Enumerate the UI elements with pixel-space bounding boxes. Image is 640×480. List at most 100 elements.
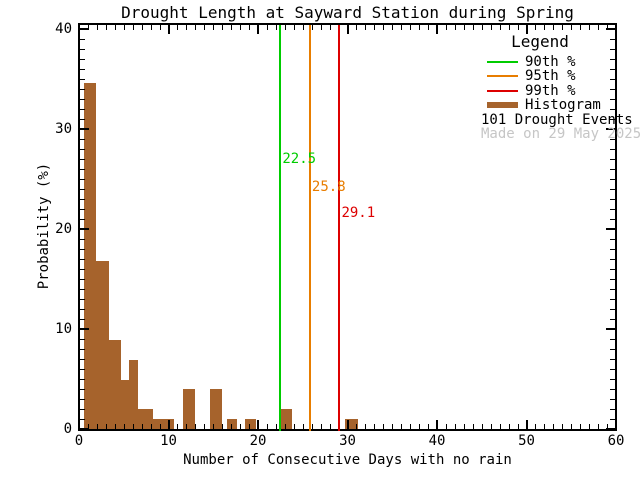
x-minor-tick-top <box>285 25 286 30</box>
x-minor-tick <box>455 424 456 429</box>
x-minor-tick <box>177 424 178 429</box>
x-major-tick <box>78 420 80 429</box>
y-minor-tick-right <box>610 139 615 140</box>
y-minor-tick-right <box>610 249 615 250</box>
y-tick-label: 10 <box>55 321 72 337</box>
y-minor-tick <box>80 89 85 90</box>
y-major-tick <box>80 228 89 230</box>
y-minor-tick-right <box>610 109 615 110</box>
y-minor-tick <box>80 379 85 380</box>
x-minor-tick <box>383 424 384 429</box>
y-minor-tick <box>80 179 85 180</box>
x-axis-label: Number of Consecutive Days with no rain <box>183 452 512 468</box>
x-minor-tick <box>124 424 125 429</box>
histogram-bar <box>245 419 256 431</box>
y-tick-label: 30 <box>55 121 72 137</box>
x-minor-tick <box>115 424 116 429</box>
y-minor-tick-right <box>610 59 615 60</box>
legend-entry-label: 90th % <box>525 54 576 70</box>
x-minor-tick <box>482 424 483 429</box>
percentile-line-95th <box>308 25 311 431</box>
histogram-bar <box>120 379 130 431</box>
y-minor-tick <box>80 169 85 170</box>
x-minor-tick-top <box>401 25 402 30</box>
x-minor-tick-top <box>464 25 465 30</box>
x-minor-tick <box>446 424 447 429</box>
y-minor-tick <box>80 289 85 290</box>
y-minor-tick <box>80 319 85 320</box>
x-major-tick <box>347 420 349 429</box>
y-minor-tick <box>80 409 85 410</box>
x-major-tick <box>615 420 617 429</box>
y-major-tick-right <box>606 228 615 230</box>
y-major-tick-right <box>606 428 615 430</box>
x-minor-tick <box>553 424 554 429</box>
x-minor-tick-top <box>500 25 501 30</box>
plot-frame-left <box>78 23 80 431</box>
x-minor-tick-top <box>356 25 357 30</box>
y-tick-label: 0 <box>63 421 72 437</box>
x-major-tick-top <box>526 25 528 34</box>
x-minor-tick-top <box>195 25 196 30</box>
x-minor-tick <box>500 424 501 429</box>
x-major-tick-top <box>436 25 438 34</box>
y-minor-tick <box>80 309 85 310</box>
y-minor-tick <box>80 39 85 40</box>
y-minor-tick <box>80 49 85 50</box>
x-minor-tick-top <box>267 25 268 30</box>
y-minor-tick <box>80 269 85 270</box>
y-minor-tick-right <box>610 79 615 80</box>
x-minor-tick-top <box>151 25 152 30</box>
y-minor-tick-right <box>610 279 615 280</box>
y-minor-tick-right <box>610 399 615 400</box>
x-minor-tick <box>374 424 375 429</box>
y-minor-tick <box>80 339 85 340</box>
percentile-label-99th: 29.1 <box>341 205 376 221</box>
x-minor-tick-top <box>276 25 277 30</box>
x-minor-tick <box>473 424 474 429</box>
y-minor-tick-right <box>610 189 615 190</box>
x-minor-tick-top <box>473 25 474 30</box>
y-minor-tick <box>80 69 85 70</box>
y-minor-tick <box>80 419 85 420</box>
legend-histogram-swatch <box>487 102 518 109</box>
y-minor-tick <box>80 109 85 110</box>
y-minor-tick-right <box>610 49 615 50</box>
x-minor-tick-top <box>106 25 107 30</box>
y-minor-tick-right <box>610 369 615 370</box>
y-minor-tick-right <box>610 389 615 390</box>
x-minor-tick <box>544 424 545 429</box>
y-minor-tick <box>80 239 85 240</box>
x-minor-tick-top <box>518 25 519 30</box>
x-tick-label: 20 <box>249 433 267 449</box>
y-minor-tick-right <box>610 359 615 360</box>
x-major-tick-top <box>168 25 170 34</box>
y-major-tick-right <box>606 28 615 30</box>
percentile-label-95th: 25.8 <box>311 179 346 195</box>
x-minor-tick <box>571 424 572 429</box>
x-minor-tick <box>562 424 563 429</box>
x-minor-tick <box>240 424 241 429</box>
legend-title: Legend <box>511 32 569 51</box>
x-minor-tick <box>249 424 250 429</box>
y-minor-tick-right <box>610 269 615 270</box>
y-minor-tick-right <box>610 199 615 200</box>
x-minor-tick <box>598 424 599 429</box>
x-minor-tick-top <box>607 25 608 30</box>
legend-entry-label: Histogram <box>525 97 601 114</box>
chart-title: Drought Length at Sayward Station during… <box>121 3 574 22</box>
x-minor-tick <box>186 424 187 429</box>
x-minor-tick <box>204 424 205 429</box>
x-minor-tick-top <box>249 25 250 30</box>
x-minor-tick-top <box>491 25 492 30</box>
histogram-bar <box>129 359 139 431</box>
y-minor-tick-right <box>610 419 615 420</box>
y-major-tick <box>80 28 89 30</box>
x-minor-tick <box>88 424 89 429</box>
y-minor-tick <box>80 279 85 280</box>
x-minor-tick-top <box>294 25 295 30</box>
legend-entry-label: 95th % <box>525 68 576 85</box>
x-tick-label: 60 <box>607 433 625 449</box>
y-minor-tick <box>80 369 85 370</box>
